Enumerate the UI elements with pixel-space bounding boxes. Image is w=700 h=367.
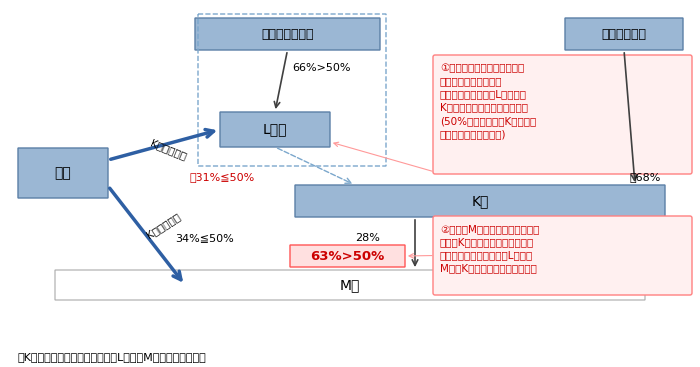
Text: 66%>50%: 66%>50% — [293, 63, 351, 73]
Text: M社: M社 — [340, 278, 360, 292]
FancyBboxPatch shape — [290, 245, 405, 267]
FancyBboxPatch shape — [55, 270, 645, 300]
Text: 計68%: 計68% — [629, 172, 660, 182]
FancyBboxPatch shape — [195, 18, 380, 50]
FancyBboxPatch shape — [433, 55, 692, 174]
FancyBboxPatch shape — [295, 185, 665, 217]
Text: K社株を譲渡: K社株を譲渡 — [148, 138, 188, 162]
FancyBboxPatch shape — [433, 216, 692, 295]
Text: K社: K社 — [471, 194, 489, 208]
FancyBboxPatch shape — [565, 18, 683, 50]
Text: （個人の）親族: （個人の）親族 — [261, 28, 314, 40]
Text: ①メーカー各社は親族の意向
に反することはなく、
実質的には、親族とL合名で、
K社を支配しているといえる。
(50%未満であるがK社を同族
関係者として扱うべ: ①メーカー各社は親族の意向 に反することはなく、 実質的には、親族とL合名で、 … — [440, 63, 536, 139]
Text: メーカー各社: メーカー各社 — [601, 28, 647, 40]
Text: K社株を譲渡: K社株を譲渡 — [144, 211, 182, 240]
FancyBboxPatch shape — [18, 148, 108, 198]
Text: 個人: 個人 — [55, 166, 71, 180]
Text: 63%>50%: 63%>50% — [310, 250, 384, 262]
FancyBboxPatch shape — [220, 112, 330, 147]
Text: 28%: 28% — [355, 233, 380, 243]
Text: ②本来、M社は同族関係者ではな
いが、K社を実質的に同族関係者
として扱う結果、親族・L合名・
M社はK社の同族関係者となる。: ②本来、M社は同族関係者ではな いが、K社を実質的に同族関係者 として扱う結果、… — [440, 224, 540, 274]
Text: ・K社の同族関係者・・・親族・L合名・M社（実質判定時）: ・K社の同族関係者・・・親族・L合名・M社（実質判定時） — [18, 352, 206, 362]
Text: L合名: L合名 — [262, 123, 287, 137]
Text: 計31%≦50%: 計31%≦50% — [190, 172, 256, 182]
Text: 34%≦50%: 34%≦50% — [175, 233, 234, 243]
